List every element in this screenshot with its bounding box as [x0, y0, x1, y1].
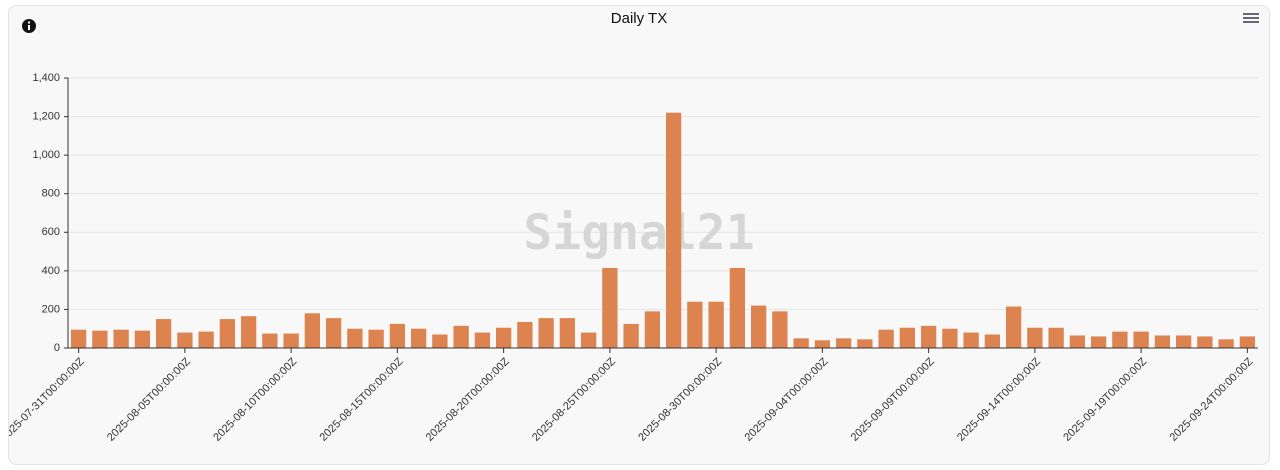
bar	[814, 340, 831, 348]
bar	[1112, 331, 1128, 348]
bar	[1005, 306, 1022, 348]
bar	[793, 338, 809, 348]
x-tick-label: 2025-08-20T00:00:00Z	[424, 355, 512, 443]
y-tick-label: 800	[42, 188, 60, 200]
bar	[1027, 327, 1043, 348]
bar	[602, 267, 618, 348]
bar	[410, 328, 427, 348]
bar	[729, 267, 746, 348]
bar	[219, 319, 236, 348]
x-tick-label: 2025-09-24T00:00:00Z	[1167, 355, 1255, 443]
bar	[325, 318, 342, 348]
bar	[1090, 336, 1107, 348]
bar	[1069, 335, 1086, 348]
bar	[92, 330, 108, 348]
bar	[1048, 327, 1064, 348]
x-tick-label: 2025-07-31T00:00:00Z	[9, 355, 87, 443]
bar	[984, 334, 1001, 348]
bar	[772, 311, 788, 348]
x-tick-label: 2025-09-19T00:00:00Z	[1061, 355, 1149, 443]
y-tick-label: 1,200	[32, 110, 60, 122]
bar	[304, 313, 321, 348]
bar	[177, 332, 193, 348]
bar	[262, 333, 278, 348]
y-tick-label: 200	[42, 303, 60, 315]
bar	[899, 327, 916, 348]
bar	[113, 329, 129, 348]
x-tick-label: 2025-09-09T00:00:00Z	[849, 355, 937, 443]
bar	[1197, 336, 1213, 348]
bar	[750, 305, 767, 348]
x-tick-label: 2025-08-10T00:00:00Z	[211, 355, 299, 443]
bar	[495, 327, 512, 348]
bar	[474, 332, 491, 348]
bar	[835, 338, 852, 348]
y-tick-label: 1,000	[32, 149, 60, 161]
bar	[368, 329, 384, 348]
menu-line	[1243, 13, 1259, 15]
chart-title: Daily TX	[611, 10, 667, 27]
bar	[644, 311, 661, 348]
bar	[920, 325, 937, 348]
bar	[432, 334, 448, 348]
watermark: Signal21	[523, 205, 754, 261]
info-icon-dot	[28, 21, 30, 24]
bar	[538, 318, 554, 348]
x-tick-label: 2025-09-04T00:00:00Z	[742, 355, 830, 443]
menu-line	[1243, 17, 1259, 19]
bar	[134, 330, 151, 348]
bar	[857, 339, 873, 348]
bar	[1154, 335, 1171, 348]
bar	[198, 331, 214, 348]
bar	[942, 328, 958, 348]
bar	[580, 332, 597, 348]
bar	[155, 319, 172, 348]
bar	[517, 321, 533, 348]
bar	[963, 332, 979, 348]
bar	[1239, 336, 1256, 348]
menu-icon[interactable]	[1243, 13, 1259, 23]
bar	[283, 333, 299, 348]
y-tick-label: 1,400	[32, 72, 60, 84]
y-tick-label: 400	[42, 265, 60, 277]
info-icon-bar	[28, 25, 30, 30]
x-tick-label: 2025-09-14T00:00:00Z	[955, 355, 1043, 443]
y-tick-label: 600	[42, 226, 60, 238]
bar	[708, 301, 724, 348]
bar	[1218, 339, 1234, 348]
bar	[347, 328, 363, 348]
x-tick-label: 2025-08-25T00:00:00Z	[530, 355, 618, 443]
bar	[240, 316, 257, 348]
bar	[1133, 331, 1149, 348]
bar	[389, 323, 406, 348]
bar	[623, 323, 639, 348]
x-tick-label: 2025-08-05T00:00:00Z	[105, 355, 193, 443]
bar	[70, 329, 87, 348]
menu-line	[1243, 21, 1259, 23]
chart-card: Daily TX Signal21 0 200 400 600 800 1,000 1,20…	[8, 5, 1270, 465]
x-tick-label: 2025-08-15T00:00:00Z	[317, 355, 405, 443]
bar	[1175, 335, 1192, 348]
bar	[878, 329, 894, 348]
bar	[559, 318, 576, 348]
x-tick-label: 2025-08-30T00:00:00Z	[636, 355, 724, 443]
chart: Daily TX Signal21 0 200 400 600 800 1,000 1,20…	[9, 10, 1259, 444]
bar	[453, 325, 469, 348]
bar	[665, 112, 682, 348]
y-tick-label: 0	[54, 342, 60, 354]
bar	[687, 301, 703, 348]
